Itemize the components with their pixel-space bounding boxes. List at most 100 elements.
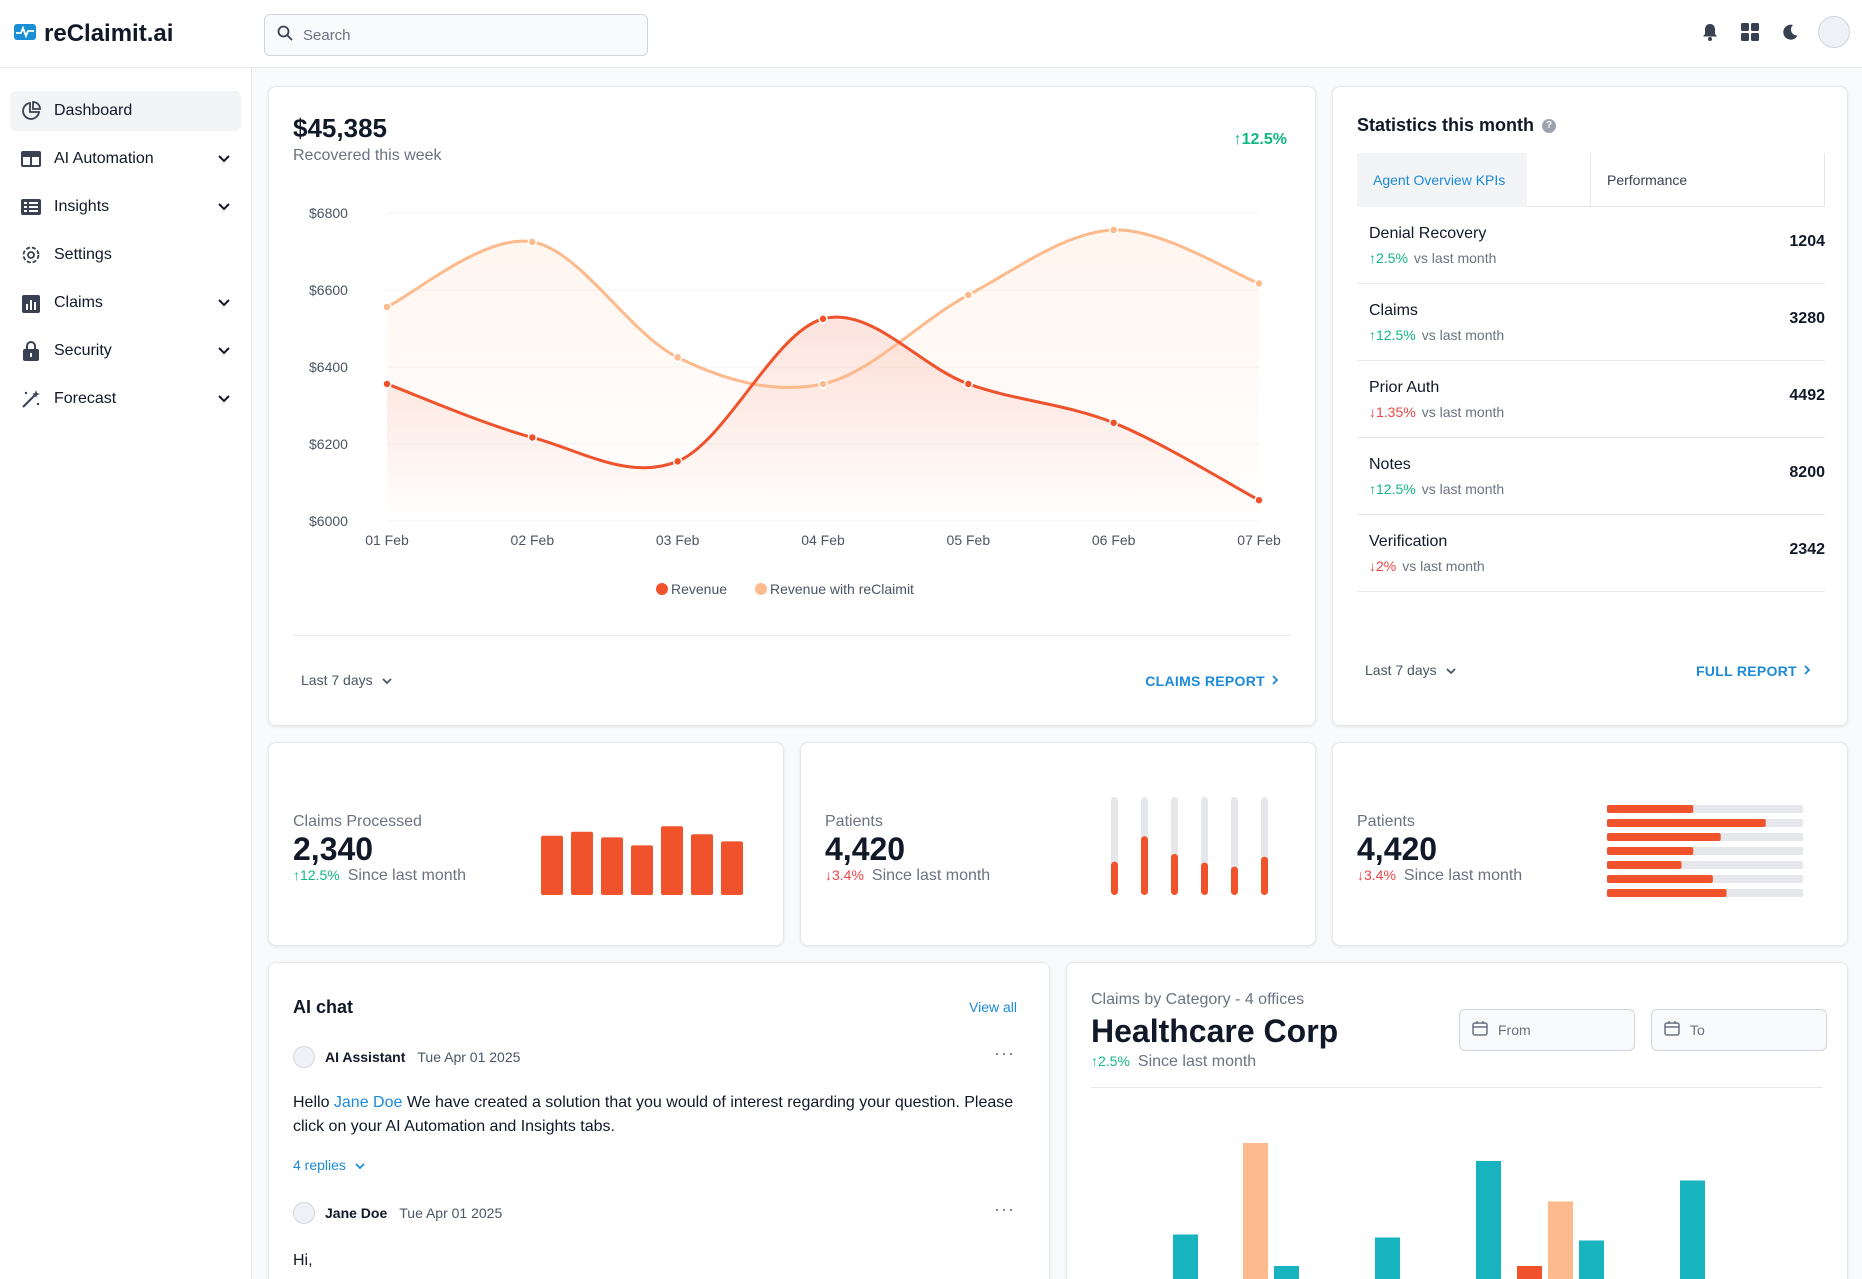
kpi-name: Notes bbox=[1369, 456, 1411, 473]
x-tick-label: 04 Feb bbox=[801, 532, 845, 548]
category-bar bbox=[1274, 1266, 1299, 1279]
app-logo[interactable]: reClaimit.ai bbox=[14, 20, 173, 48]
category-bar bbox=[1173, 1234, 1198, 1279]
user-mention[interactable]: Jane Doe bbox=[333, 1094, 403, 1111]
arrow-up-icon: ↑ bbox=[1369, 250, 1376, 266]
sidebar-item-claims[interactable]: Claims bbox=[10, 283, 241, 323]
moon-icon[interactable] bbox=[1778, 20, 1802, 44]
sidebar-item-settings[interactable]: Settings bbox=[10, 235, 241, 275]
data-point[interactable] bbox=[963, 290, 974, 300]
sidebar-item-forecast[interactable]: Forecast bbox=[10, 379, 241, 419]
search-box[interactable] bbox=[264, 14, 648, 56]
sidebar-item-label: Claims bbox=[54, 294, 103, 311]
data-point[interactable] bbox=[963, 379, 974, 389]
data-point[interactable] bbox=[818, 379, 828, 389]
data-point[interactable] bbox=[672, 352, 683, 363]
apps-grid-icon[interactable] bbox=[1738, 20, 1762, 44]
app-name: reClaimit.ai bbox=[44, 20, 174, 47]
y-tick-label: $6000 bbox=[309, 513, 348, 529]
data-point[interactable] bbox=[527, 237, 538, 247]
patients-card-2: Patients 4,420 ↓3.4% Since last month bbox=[1332, 742, 1848, 946]
chevron-down-icon[interactable] bbox=[217, 294, 231, 312]
legend-label[interactable]: Revenue with reClaimit bbox=[770, 581, 914, 597]
legend-label[interactable]: Revenue bbox=[671, 581, 727, 597]
more-options-icon[interactable]: ··· bbox=[994, 1199, 1015, 1219]
search-input[interactable] bbox=[303, 26, 623, 44]
patients-card: Patients 4,420 ↓3.4% Since last month bbox=[800, 742, 1316, 946]
bell-icon[interactable] bbox=[1698, 20, 1722, 44]
range-dropdown[interactable]: Last 7 days bbox=[301, 672, 393, 688]
bar bbox=[541, 835, 563, 895]
tab-agent-overview-kpis[interactable]: Agent Overview KPIs bbox=[1357, 153, 1527, 207]
level-fill bbox=[1261, 856, 1268, 895]
hbar-fill bbox=[1607, 833, 1721, 841]
legend-marker bbox=[656, 583, 668, 595]
view-all-link[interactable]: View all bbox=[969, 999, 1017, 1015]
x-tick-label: 05 Feb bbox=[947, 532, 991, 548]
mini-bar-chart bbox=[541, 826, 743, 895]
sidebar-item-insights[interactable]: Insights bbox=[10, 187, 241, 227]
help-icon[interactable]: ? bbox=[1542, 118, 1557, 133]
chevron-down-icon[interactable] bbox=[217, 198, 231, 216]
stats-range-dropdown[interactable]: Last 7 days bbox=[1365, 662, 1457, 678]
mini-value: 4,420 bbox=[825, 831, 906, 867]
sidebar-item-label: Security bbox=[54, 342, 112, 359]
kpi-delta: ↑12.5% vs last month bbox=[1369, 327, 1505, 343]
category-bar bbox=[1375, 1237, 1400, 1279]
category-bar bbox=[1476, 1161, 1501, 1279]
bar bbox=[601, 837, 623, 895]
x-tick-label: 06 Feb bbox=[1092, 532, 1136, 548]
chevron-down-icon bbox=[381, 672, 393, 688]
sidebar-item-dashboard[interactable]: Dashboard bbox=[10, 91, 241, 131]
data-point[interactable] bbox=[1108, 418, 1119, 428]
more-options-icon[interactable]: ··· bbox=[994, 1043, 1015, 1063]
divider bbox=[293, 635, 1291, 636]
data-point[interactable] bbox=[818, 314, 828, 324]
bar bbox=[571, 831, 593, 895]
data-point[interactable] bbox=[1108, 225, 1119, 235]
sidebar-item-label: Settings bbox=[54, 246, 112, 263]
full-report-link[interactable]: FULL REPORT bbox=[1696, 663, 1811, 679]
mini-label: Patients bbox=[825, 813, 883, 830]
data-point[interactable] bbox=[1254, 495, 1264, 505]
user-avatar[interactable] bbox=[1818, 16, 1850, 48]
y-tick-label: $6200 bbox=[309, 436, 348, 452]
to-date-input[interactable] bbox=[1690, 1022, 1810, 1038]
from-date-field[interactable] bbox=[1459, 1009, 1635, 1051]
data-point[interactable] bbox=[1254, 278, 1264, 289]
arrow-up-icon: ↑ bbox=[293, 867, 300, 883]
to-date-field[interactable] bbox=[1651, 1009, 1827, 1051]
kpi-value: 2342 bbox=[1789, 541, 1825, 558]
revenue-amount: $45,385 bbox=[293, 113, 387, 143]
chevron-down-icon[interactable] bbox=[217, 342, 231, 360]
category-bar bbox=[1680, 1180, 1705, 1279]
arrow-up-icon: ↑ bbox=[1233, 131, 1242, 148]
data-point[interactable] bbox=[672, 456, 683, 467]
message-time: Tue Apr 01 2025 bbox=[417, 1049, 521, 1065]
kpi-delta: ↓1.35% vs last month bbox=[1369, 404, 1505, 420]
sidebar-item-security[interactable]: Security bbox=[10, 331, 241, 371]
mini-hbar-chart bbox=[1607, 805, 1803, 897]
sidebar-item-ai-automation[interactable]: AI Automation bbox=[10, 139, 241, 179]
mini-label: Claims Processed bbox=[293, 813, 422, 830]
kpi-name: Prior Auth bbox=[1369, 379, 1440, 396]
level-fill bbox=[1141, 836, 1148, 895]
kpi-row: Verification ↓2% vs last month 2342 bbox=[1357, 515, 1825, 592]
data-point[interactable] bbox=[382, 379, 392, 389]
category-bar bbox=[1243, 1143, 1268, 1279]
chevron-down-icon[interactable] bbox=[217, 150, 231, 168]
claims-report-link[interactable]: CLAIMS REPORT bbox=[1145, 673, 1279, 689]
ai-chat-card: AI chat View all AI Assistant Tue Apr 01… bbox=[268, 962, 1050, 1279]
arrow-down-icon: ↓ bbox=[1369, 558, 1376, 574]
search-icon bbox=[277, 25, 293, 46]
data-point[interactable] bbox=[527, 432, 538, 443]
sidebar-item-label: Dashboard bbox=[54, 102, 133, 119]
data-point[interactable] bbox=[382, 302, 392, 312]
replies-toggle[interactable]: 4 replies bbox=[293, 1157, 366, 1173]
tab-performance[interactable]: Performance bbox=[1591, 153, 1825, 207]
series-area bbox=[387, 317, 1259, 521]
chevron-down-icon bbox=[354, 1157, 366, 1173]
chevron-down-icon[interactable] bbox=[217, 390, 231, 408]
from-date-input[interactable] bbox=[1498, 1022, 1618, 1038]
message-author: AI Assistant bbox=[325, 1049, 406, 1065]
